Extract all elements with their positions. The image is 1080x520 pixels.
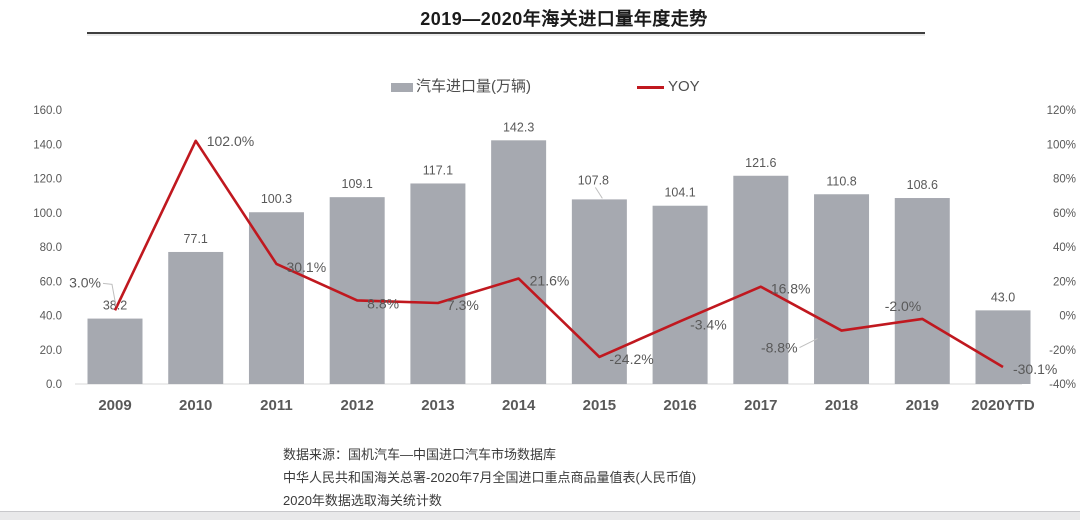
bar-2016 (652, 205, 708, 384)
bar-2019 (894, 198, 950, 384)
yoy-label-2014: 21.6% (530, 273, 570, 289)
x-axis-label-2012: 2012 (340, 397, 373, 414)
bar-label-2019: 108.6 (907, 178, 938, 192)
yoy-label-2016: -3.4% (690, 316, 727, 332)
right-axis-tick: 100% (1047, 139, 1076, 151)
right-axis-tick: 0% (1059, 311, 1076, 323)
right-axis-tick: 80% (1053, 174, 1076, 186)
bar-label-2013: 117.1 (423, 163, 453, 177)
yoy-label-2010: 102.0% (207, 133, 254, 149)
right-axis-tick: 120% (1047, 105, 1076, 117)
x-axis-label-2010: 2010 (179, 397, 212, 414)
chart-legend: 汽车进口量(万辆) YOY (0, 77, 1080, 97)
yoy-label-2015: -24.2% (609, 351, 653, 367)
bar-label-2014: 142.3 (503, 120, 534, 134)
bar-label-2011: 100.3 (261, 192, 292, 206)
bar-2020YTD (975, 310, 1031, 384)
line-series-swatch-icon (637, 85, 664, 89)
yoy-label-2011: 30.1% (286, 259, 326, 275)
left-axis-tick: 20.0 (40, 345, 62, 357)
bar-label-2016: 104.1 (664, 186, 695, 200)
legend-item-yoy: YOY (637, 77, 700, 97)
bar-2011 (248, 212, 304, 384)
left-axis-tick: 120.0 (33, 174, 62, 186)
bar-label-2020YTD: 43.0 (991, 290, 1015, 304)
yoy-label-2019: -2.0% (885, 298, 922, 314)
right-axis-tick: 20% (1053, 276, 1076, 288)
bar-label-2009: 38.2 (103, 299, 127, 313)
title-divider (87, 32, 925, 34)
yoy-label-2009: 3.0% (69, 274, 101, 290)
legend-item-imports: 汽车进口量(万辆) (391, 77, 531, 97)
x-axis-label-2020YTD: 2020YTD (971, 397, 1035, 414)
yoy-label-2017: 16.8% (771, 281, 811, 297)
bar-label-2018: 110.8 (826, 174, 856, 188)
source-notes: 数据来源：国机汽车—中国进口汽车市场数据库 中华人民共和国海关总署-2020年7… (283, 443, 696, 512)
bar-series-swatch-icon (391, 82, 413, 92)
left-axis-tick: 100.0 (33, 208, 62, 220)
right-axis-tick: 40% (1053, 242, 1076, 254)
x-axis-label-2017: 2017 (744, 397, 777, 414)
yoy-label-2020YTD: -30.1% (1013, 361, 1057, 377)
right-axis-tick: 60% (1053, 208, 1076, 220)
source-note-line-3: 2020年数据选取海关统计数 (283, 493, 442, 508)
x-axis-label-2009: 2009 (98, 397, 131, 414)
left-axis-tick: 40.0 (40, 311, 62, 323)
source-note-line-1: 数据来源：国机汽车—中国进口汽车市场数据库 (283, 447, 557, 462)
left-axis-tick: 140.0 (33, 139, 62, 151)
left-axis-tick: 0.0 (46, 379, 62, 391)
bar-label-2015: 107.8 (578, 173, 609, 187)
yoy-label-2018: -8.8% (761, 340, 798, 356)
bar-label-2017: 121.6 (745, 156, 776, 170)
chart-title: 2019—2020年海关进口量年度走势 (420, 9, 708, 29)
bar-2014 (491, 140, 547, 384)
bar-label-2010: 77.1 (184, 232, 208, 246)
x-axis-label-2016: 2016 (663, 397, 696, 414)
x-axis-label-2019: 2019 (906, 397, 939, 414)
yoy-label-2013: 7.3% (447, 297, 479, 313)
right-axis-tick: -40% (1049, 379, 1076, 391)
window-bottom-edge (0, 511, 1080, 520)
left-axis-tick: 80.0 (40, 242, 62, 254)
source-note-line-2: 中华人民共和国海关总署-2020年7月全国进口重点商品量值表(人民币值) (283, 470, 697, 485)
bar-label-2012: 109.1 (342, 177, 373, 191)
yoy-label-leader-2018 (799, 338, 818, 349)
bar-series-label: 汽车进口量(万辆) (416, 78, 531, 95)
bar-2010 (168, 251, 224, 384)
bar-label-leader-2015 (594, 187, 603, 199)
x-axis-label-2015: 2015 (583, 397, 616, 414)
bar-2018 (814, 194, 870, 384)
bar-2015 (571, 199, 627, 384)
right-axis-tick: -20% (1049, 345, 1076, 357)
x-axis-label-2018: 2018 (825, 397, 858, 414)
left-axis-tick: 60.0 (40, 276, 62, 288)
x-axis-label-2014: 2014 (502, 397, 536, 414)
yoy-label-leader-2009 (102, 282, 117, 307)
yoy-label-2012: 8.8% (367, 295, 399, 311)
x-axis-label-2013: 2013 (421, 397, 454, 414)
bar-2012 (329, 197, 385, 384)
bar-2009 (87, 318, 143, 384)
yoy-series-label: YOY (668, 78, 700, 95)
bar-2013 (410, 183, 466, 384)
x-axis-label-2011: 2011 (260, 397, 293, 414)
yoy-line (113, 139, 1004, 369)
bar-2017 (733, 175, 789, 384)
left-axis-tick: 160.0 (33, 105, 62, 117)
